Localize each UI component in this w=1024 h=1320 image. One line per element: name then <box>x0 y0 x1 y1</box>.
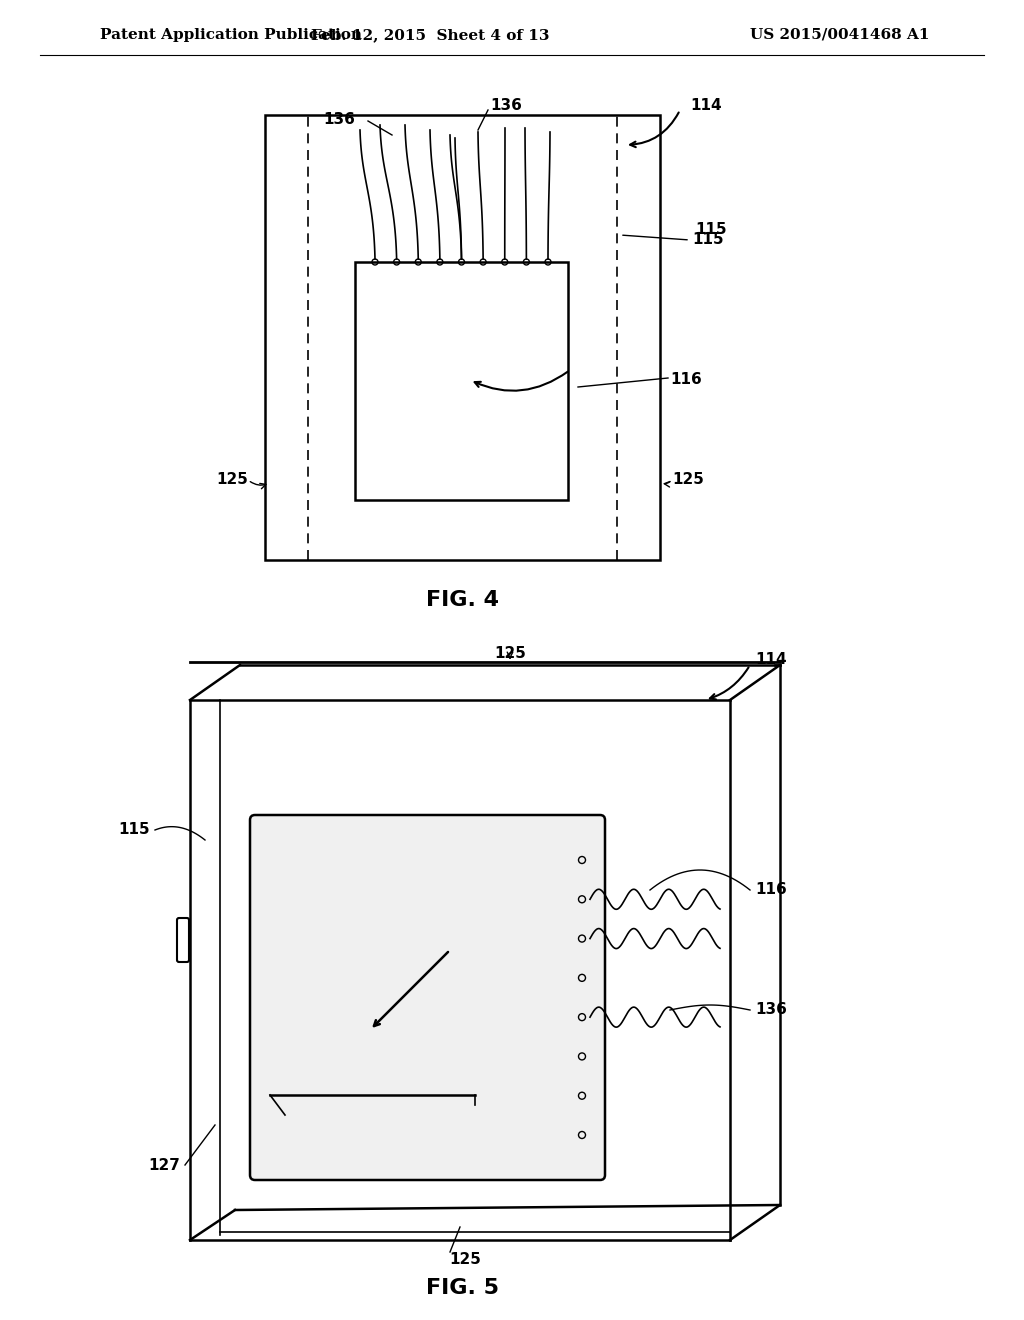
Text: US 2015/0041468 A1: US 2015/0041468 A1 <box>750 28 930 42</box>
Text: 115: 115 <box>119 822 150 837</box>
Bar <box>355 261 568 500</box>
Text: FIG. 4: FIG. 4 <box>426 590 499 610</box>
FancyBboxPatch shape <box>177 917 189 962</box>
Text: Patent Application Publication: Patent Application Publication <box>100 28 362 42</box>
Text: 125: 125 <box>450 1253 481 1267</box>
Text: 116: 116 <box>670 372 701 388</box>
Text: 116: 116 <box>755 883 786 898</box>
Text: FIG. 5: FIG. 5 <box>426 1278 499 1298</box>
Text: 114: 114 <box>690 98 722 112</box>
Text: 125: 125 <box>494 645 526 660</box>
Text: 115: 115 <box>692 232 724 248</box>
Text: 115: 115 <box>695 223 727 238</box>
Text: 125: 125 <box>672 473 703 487</box>
Text: 125: 125 <box>216 473 248 487</box>
Bar <box>265 115 660 560</box>
Text: 127: 127 <box>148 1158 180 1172</box>
FancyBboxPatch shape <box>250 814 605 1180</box>
Text: Feb. 12, 2015  Sheet 4 of 13: Feb. 12, 2015 Sheet 4 of 13 <box>310 28 549 42</box>
Text: 136: 136 <box>755 1002 786 1018</box>
Text: 114: 114 <box>755 652 786 668</box>
Text: 136: 136 <box>324 112 355 128</box>
Text: 136: 136 <box>490 98 522 112</box>
